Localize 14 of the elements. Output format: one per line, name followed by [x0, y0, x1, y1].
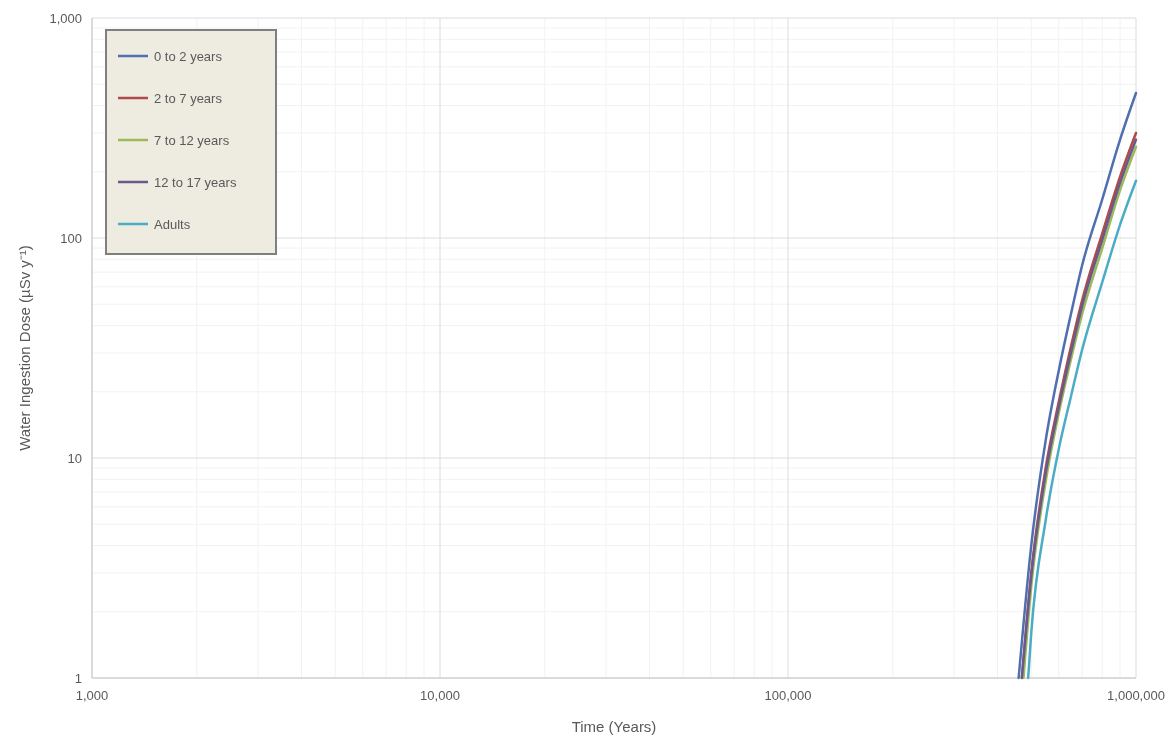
x-tick-label: 100,000	[764, 688, 812, 703]
legend-label: Adults	[154, 216, 191, 232]
legend-label: 7 to 12 years	[154, 132, 230, 148]
y-tick-label: 1	[74, 670, 82, 686]
x-axis-title: Time (Years)	[571, 718, 657, 735]
y-tick-label: 100	[60, 230, 82, 246]
legend-label: 2 to 7 years	[154, 90, 223, 106]
y-tick-label: 10	[67, 450, 82, 466]
x-tick-label: 1,000,000	[1107, 688, 1165, 703]
x-tick-label: 10,000	[420, 688, 460, 703]
legend-label: 12 to 17 years	[154, 174, 237, 190]
y-axis-title: Water Ingestion Dose (µSv y⁻¹)	[16, 245, 33, 451]
y-tick-label: 1,000	[49, 10, 82, 26]
legend-label: 0 to 2 years	[154, 48, 223, 64]
